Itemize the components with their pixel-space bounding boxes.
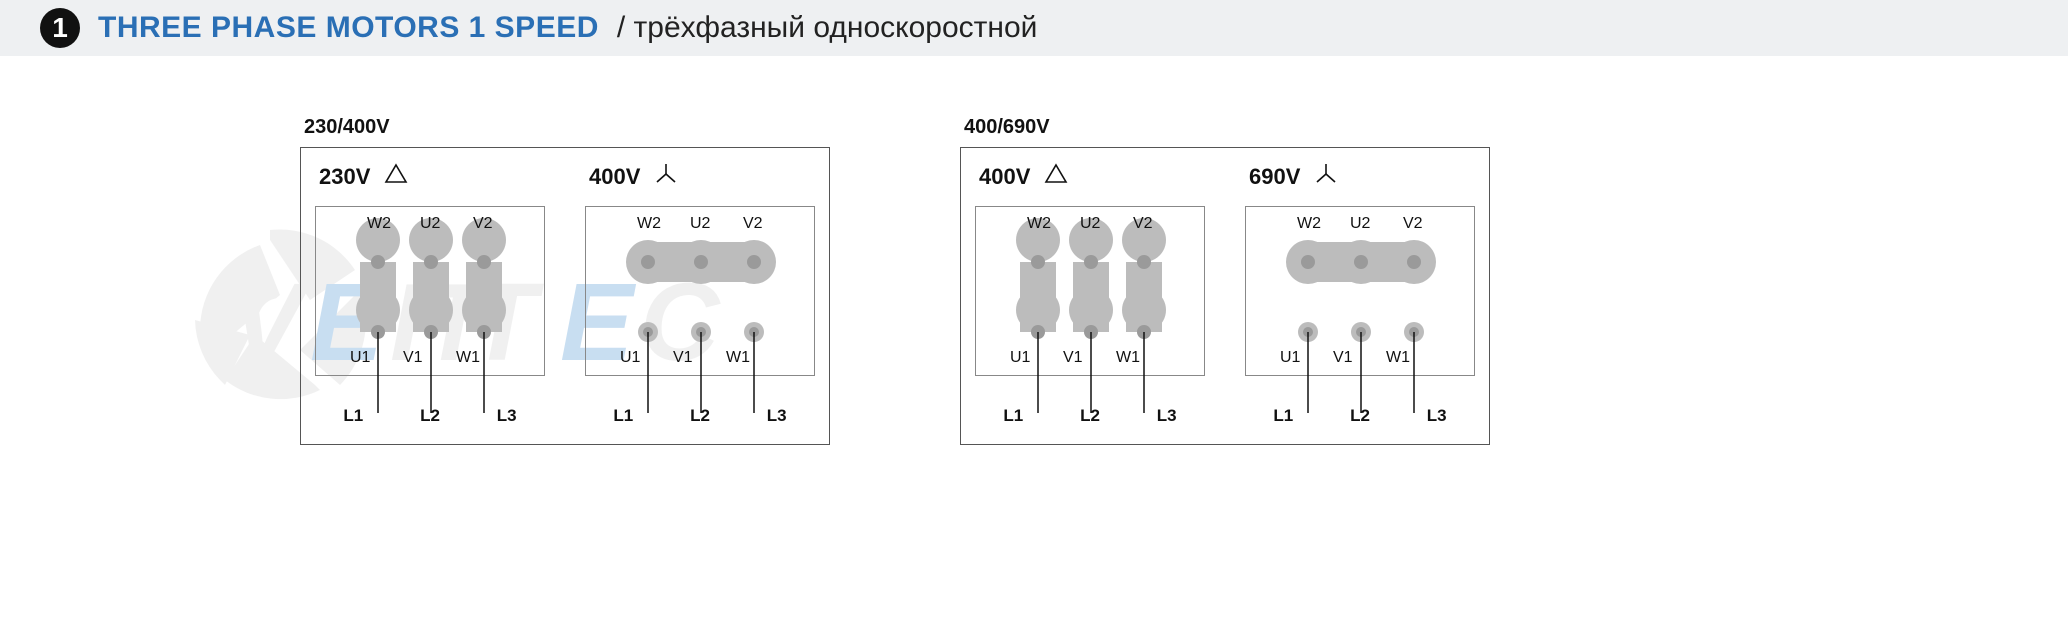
terminal-label-top: V2 [1133, 215, 1153, 233]
section-number-badge: 1 [40, 8, 80, 48]
voltage-range-label: 400/690V [960, 116, 1490, 139]
terminal-label-top: U2 [1080, 215, 1100, 233]
panel-voltage: 230V [319, 164, 370, 190]
terminal-label-bottom: W1 [726, 349, 750, 367]
terminal-label-bottom: V1 [403, 349, 423, 367]
terminal-box: W2 U2 V2 U1 V1 W1 [1245, 206, 1475, 376]
star-icon [1314, 162, 1338, 192]
panel-voltage: 690V [1249, 164, 1300, 190]
terminal-box: W2 U2 V2 U1 V1 W1 [975, 206, 1205, 376]
terminal-label-top: W2 [637, 215, 661, 233]
terminal-label-top: U2 [690, 215, 710, 233]
terminal-label-bottom: V1 [1333, 349, 1353, 367]
terminal-label-bottom: V1 [1063, 349, 1083, 367]
terminal-label-top: V2 [743, 215, 763, 233]
wiring-panel: 690V W2U2V2U1V1W1 L1L2L3 [1245, 162, 1475, 426]
terminal-label-top: U2 [1350, 215, 1370, 233]
terminal-label-top: V2 [473, 215, 493, 233]
voltage-group: 230/400V 230V W2U2V2U1V1W1 L1L2L3 400V W… [300, 116, 830, 445]
diagrams-container: 230/400V 230V W2U2V2U1V1W1 L1L2L3 400V W… [0, 56, 2068, 445]
wiring-panel: 230V W2U2V2U1V1W1 L1L2L3 [315, 162, 545, 426]
terminal-label-bottom: U1 [1010, 349, 1030, 367]
group-box: 400V W2U2V2U1V1W1 L1L2L3 690V W2U2V2U1V1… [960, 147, 1490, 445]
section-title-en: THREE PHASE MOTORS 1 SPEED [98, 11, 599, 45]
section-title-ru: / трёхфазный односкоростной [617, 11, 1038, 45]
panel-voltage: 400V [589, 164, 640, 190]
wiring-panel: 400V W2U2V2U1V1W1 L1L2L3 [975, 162, 1205, 426]
group-box: 230V W2U2V2U1V1W1 L1L2L3 400V W2U2V2U1V1… [300, 147, 830, 445]
star-icon [654, 162, 678, 192]
terminal-label-bottom: V1 [673, 349, 693, 367]
terminal-label-top: U2 [420, 215, 440, 233]
voltage-group: 400/690V 400V W2U2V2U1V1W1 L1L2L3 690V W… [960, 116, 1490, 445]
delta-icon [1044, 162, 1068, 192]
terminal-label-bottom: W1 [1116, 349, 1140, 367]
terminal-label-bottom: W1 [456, 349, 480, 367]
terminal-label-bottom: U1 [350, 349, 370, 367]
terminal-label-bottom: W1 [1386, 349, 1410, 367]
terminal-label-top: V2 [1403, 215, 1423, 233]
terminal-box: W2 U2 V2 U1 V1 W1 [585, 206, 815, 376]
terminal-label-top: W2 [1297, 215, 1321, 233]
terminal-box: W2 U2 V2 U1 V1 W1 [315, 206, 545, 376]
voltage-range-label: 230/400V [300, 116, 830, 139]
panel-voltage: 400V [979, 164, 1030, 190]
delta-icon [384, 162, 408, 192]
terminal-label-top: W2 [1027, 215, 1051, 233]
terminal-label-bottom: U1 [620, 349, 640, 367]
wiring-panel: 400V W2U2V2U1V1W1 L1L2L3 [585, 162, 815, 426]
terminal-label-bottom: U1 [1280, 349, 1300, 367]
section-header: 1 THREE PHASE MOTORS 1 SPEED / трёхфазны… [0, 0, 2068, 56]
terminal-label-top: W2 [367, 215, 391, 233]
